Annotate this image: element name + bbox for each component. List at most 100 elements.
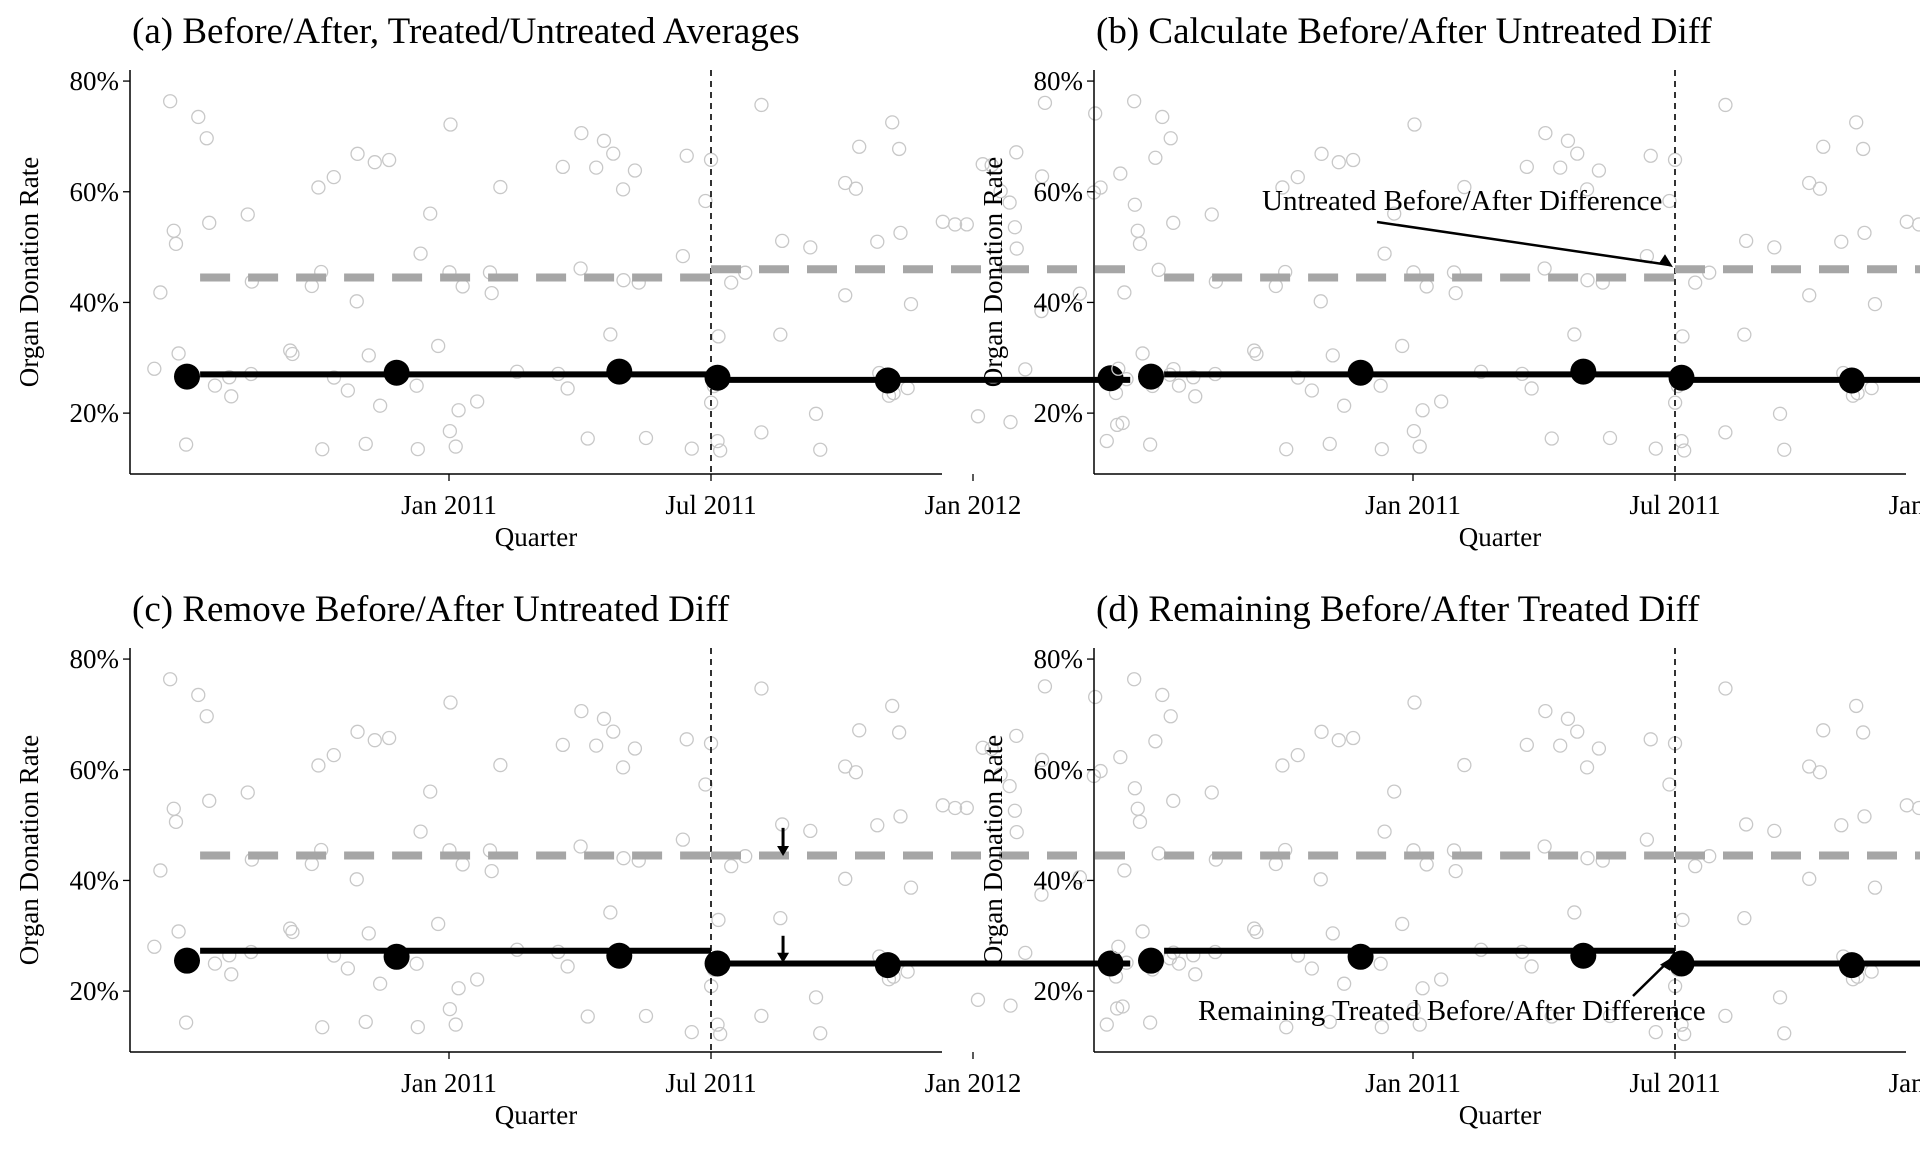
state-point <box>311 758 326 773</box>
state-point <box>589 738 604 753</box>
state-point <box>1127 781 1142 796</box>
state-point <box>1132 814 1148 829</box>
state-point <box>1419 857 1434 872</box>
state-point <box>1560 711 1576 726</box>
state-point <box>224 389 239 404</box>
y-tick-label: 60% <box>1034 755 1084 785</box>
state-point <box>1135 346 1150 361</box>
state-point <box>1113 166 1128 181</box>
state-point <box>442 1001 458 1017</box>
state-point <box>1163 131 1178 146</box>
state-point <box>1088 106 1103 121</box>
state-point <box>1434 394 1449 409</box>
state-point <box>1007 220 1023 235</box>
state-point <box>1662 777 1677 792</box>
state-point <box>1377 824 1392 839</box>
state-point <box>166 801 181 816</box>
panel-title: (b) Calculate Before/After Untreated Dif… <box>1096 11 1712 52</box>
state-point <box>975 740 990 755</box>
state-point <box>340 961 356 976</box>
state-point <box>1579 760 1595 775</box>
x-tick-label: Jan 2011 <box>1365 1068 1461 1098</box>
y-tick-label: 80% <box>1034 644 1084 674</box>
state-point <box>1519 737 1534 753</box>
state-point <box>1037 679 1053 694</box>
state-point <box>1899 798 1914 813</box>
state-point <box>326 747 341 763</box>
state-point <box>1639 832 1655 847</box>
state-point <box>1718 681 1733 696</box>
y-tick-label: 20% <box>1034 976 1084 1006</box>
state-point <box>451 403 466 418</box>
state-point <box>1718 425 1733 440</box>
state-point <box>1579 182 1595 197</box>
x-axis-label: Quarter <box>495 522 577 552</box>
state-point <box>1538 125 1553 141</box>
state-point <box>560 959 575 974</box>
state-point <box>1407 695 1422 710</box>
state-point <box>1247 343 1262 358</box>
state-point <box>1591 741 1607 756</box>
state-point <box>1325 926 1340 941</box>
state-point <box>1166 793 1181 808</box>
state-point <box>1009 145 1024 160</box>
state-point <box>1002 195 1017 210</box>
y-axis-label: Organ Donation Rate <box>14 157 44 387</box>
state-point <box>1602 430 1618 446</box>
state-point <box>555 737 570 753</box>
state-point <box>493 757 508 773</box>
state-point <box>484 863 499 879</box>
treated-mean-point <box>874 367 901 394</box>
x-tick-label: Jan 2012 <box>925 490 1022 520</box>
state-point <box>1849 698 1864 714</box>
state-point <box>885 115 900 130</box>
state-point <box>168 814 184 829</box>
state-point <box>891 725 907 740</box>
state-point <box>1313 294 1328 309</box>
state-point <box>970 409 986 424</box>
state-point <box>1667 395 1683 410</box>
y-tick-label: 20% <box>1034 398 1084 428</box>
state-point <box>724 858 739 874</box>
state-point <box>1249 924 1264 940</box>
state-point <box>1336 976 1352 991</box>
state-point <box>431 338 446 354</box>
y-tick-label: 80% <box>70 644 120 674</box>
state-point <box>935 214 950 229</box>
state-point <box>240 785 255 800</box>
state-point <box>1737 911 1752 926</box>
state-point <box>423 784 438 799</box>
state-point <box>1003 414 1018 430</box>
treated-mean-point <box>383 359 410 386</box>
state-point <box>1855 141 1871 157</box>
state-point <box>1111 361 1126 376</box>
annotation-label: Untreated Before/After Difference <box>1262 185 1662 217</box>
y-tick-label: 40% <box>70 287 120 317</box>
x-tick-label: Jan 2012 <box>1889 490 1920 520</box>
state-point <box>1675 912 1690 928</box>
annotation-arrowhead <box>1660 956 1673 971</box>
state-point <box>1580 273 1595 288</box>
state-point <box>202 215 217 230</box>
state-point <box>838 871 853 886</box>
state-point <box>350 724 365 739</box>
state-point <box>1524 959 1539 974</box>
y-tick-label: 80% <box>1034 66 1084 96</box>
state-point <box>413 824 428 839</box>
x-tick-label: Jan 2012 <box>925 1068 1022 1098</box>
state-point <box>1688 858 1703 874</box>
state-point <box>713 1026 728 1042</box>
state-point <box>903 296 919 312</box>
state-point <box>1290 370 1306 385</box>
state-point <box>1290 169 1305 185</box>
shift-arrowhead <box>777 952 790 963</box>
state-point <box>361 926 376 941</box>
state-point <box>1395 916 1410 932</box>
state-point <box>1148 150 1163 165</box>
panel-a: (a) Before/After, Treated/Untreated Aver… <box>14 11 1181 552</box>
y-tick-label: 80% <box>70 66 120 96</box>
state-point <box>1855 725 1871 740</box>
state-point <box>1406 1001 1422 1017</box>
state-point <box>1553 738 1568 753</box>
state-point <box>870 234 885 249</box>
